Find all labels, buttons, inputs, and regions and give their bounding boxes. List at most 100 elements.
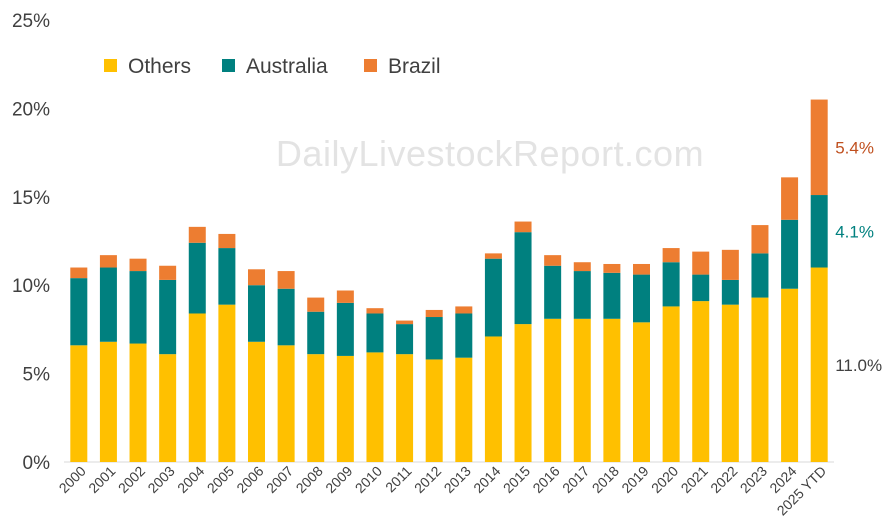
- legend-label-others: Others: [128, 55, 191, 78]
- bar-segment-brazil-2021: [692, 251, 710, 275]
- y-tick-label: 10%: [12, 276, 50, 297]
- bar-segment-brazil-2013: [455, 306, 473, 314]
- y-tick-label: 0%: [23, 453, 51, 474]
- bar-segment-brazil-2007: [277, 271, 295, 289]
- x-tick-label: 2020: [648, 463, 681, 496]
- bar-segment-brazil-2015: [514, 221, 532, 233]
- x-axis: 2000200120022003200420052006200720082009…: [56, 463, 830, 519]
- bar-segment-brazil-2025-ytd: [810, 99, 828, 196]
- bar-segment-brazil-2008: [307, 297, 325, 312]
- bar-segment-australia-2014: [484, 258, 502, 337]
- bar-segment-australia-2013: [455, 313, 473, 358]
- bar-segment-brazil-2010: [366, 308, 384, 314]
- x-tick-label: 2004: [174, 463, 207, 496]
- bar-segment-australia-2021: [692, 274, 710, 302]
- bar-segment-others-2003: [159, 354, 177, 462]
- bar-segment-others-2006: [248, 341, 265, 462]
- bar-segment-brazil-2020: [662, 248, 680, 263]
- bar-segment-others-2017: [573, 318, 591, 462]
- x-tick-label: 2002: [115, 463, 148, 496]
- bar-segment-australia-2000: [70, 278, 88, 346]
- x-tick-label: 2010: [352, 463, 385, 496]
- bar-segment-australia-2019: [633, 274, 650, 323]
- legend-label-australia: Australia: [246, 55, 328, 78]
- bar-segment-brazil-2024: [781, 177, 799, 220]
- legend-swatch-brazil: [364, 59, 377, 72]
- bar-segment-others-2011: [396, 354, 414, 462]
- annotations: 5.4% 4.1% 11.0%: [835, 138, 882, 374]
- annotation-others: 11.0%: [835, 356, 882, 375]
- x-tick-label: 2017: [559, 463, 592, 496]
- x-tick-label: 2001: [85, 463, 118, 496]
- bar-segment-others-2015: [514, 324, 532, 462]
- bar-segment-others-2008: [307, 354, 325, 462]
- bar-segment-australia-2003: [159, 279, 177, 355]
- bar-segment-others-2021: [692, 301, 710, 462]
- bar-segment-brazil-2001: [99, 255, 117, 268]
- bars-group: [70, 99, 828, 462]
- bar-segment-others-2009: [336, 355, 354, 462]
- bar-segment-australia-2024: [781, 219, 799, 289]
- bar-segment-australia-2002: [129, 271, 147, 344]
- bar-segment-brazil-2018: [603, 263, 621, 273]
- bar-segment-brazil-2012: [425, 309, 443, 318]
- bar-segment-australia-2020: [662, 262, 680, 307]
- bar-segment-others-2019: [633, 322, 650, 462]
- bar-segment-australia-2010: [366, 313, 384, 353]
- bar-segment-australia-2001: [99, 267, 117, 342]
- bar-segment-others-2012: [425, 359, 443, 462]
- bar-segment-australia-2016: [544, 265, 562, 319]
- x-tick-label: 2005: [204, 463, 237, 496]
- x-tick-label: 2007: [263, 463, 296, 496]
- bar-segment-others-2005: [218, 304, 236, 462]
- x-tick-label: 2006: [233, 463, 266, 496]
- x-tick-label: 2023: [737, 463, 770, 496]
- bar-segment-brazil-2006: [248, 269, 265, 286]
- bar-segment-australia-2005: [218, 248, 236, 305]
- bar-segment-australia-2023: [751, 253, 769, 298]
- bar-segment-brazil-2011: [396, 320, 414, 325]
- bar-segment-others-2000: [70, 345, 88, 462]
- bar-segment-australia-2025-ytd: [810, 195, 828, 268]
- x-tick-label: 2012: [411, 463, 444, 496]
- x-tick-label: 2014: [470, 463, 503, 496]
- bar-segment-australia-2022: [721, 279, 739, 305]
- y-tick-label: 20%: [12, 99, 50, 120]
- x-tick-label: 2009: [322, 463, 355, 496]
- bar-segment-brazil-2019: [633, 263, 650, 275]
- bar-segment-others-2018: [603, 318, 621, 462]
- bar-segment-australia-2009: [336, 302, 354, 356]
- bar-segment-brazil-2023: [751, 225, 769, 254]
- bar-segment-australia-2004: [188, 242, 206, 314]
- x-tick-label: 2016: [529, 463, 562, 496]
- bar-segment-brazil-2002: [129, 258, 147, 272]
- bar-segment-others-2004: [188, 313, 206, 462]
- bar-segment-others-2022: [721, 304, 739, 462]
- x-tick-label: 2008: [293, 463, 326, 496]
- bar-segment-australia-2008: [307, 311, 325, 355]
- bar-segment-brazil-2017: [573, 262, 591, 272]
- legend-swatch-others: [104, 59, 117, 72]
- bar-segment-australia-2011: [396, 324, 414, 355]
- bar-segment-brazil-2009: [336, 290, 354, 303]
- x-tick-label: 2003: [144, 463, 177, 496]
- x-tick-label: 2022: [707, 463, 740, 496]
- y-axis: 0% 5% 10% 15% 20% 25%: [12, 11, 50, 474]
- x-tick-label: 2015: [500, 463, 533, 496]
- y-tick-label: 25%: [12, 11, 50, 32]
- x-tick-label: 2019: [618, 463, 651, 496]
- bar-segment-others-2016: [544, 318, 562, 462]
- annotation-brazil: 5.4%: [835, 138, 874, 157]
- bar-segment-others-2002: [129, 343, 147, 462]
- x-tick-label: 2011: [382, 463, 415, 496]
- annotation-australia: 4.1%: [835, 222, 874, 241]
- bar-segment-others-2013: [455, 357, 473, 462]
- x-tick-label: 2000: [56, 463, 89, 496]
- watermark-text: DailyLivestockReport.com: [276, 133, 704, 174]
- bar-segment-brazil-2000: [70, 267, 88, 279]
- x-tick-label: 2021: [678, 463, 711, 496]
- bar-segment-others-2020: [662, 306, 680, 462]
- bar-segment-brazil-2022: [721, 249, 739, 280]
- legend: Others Australia Brazil: [104, 55, 441, 78]
- bar-segment-others-2001: [99, 341, 117, 462]
